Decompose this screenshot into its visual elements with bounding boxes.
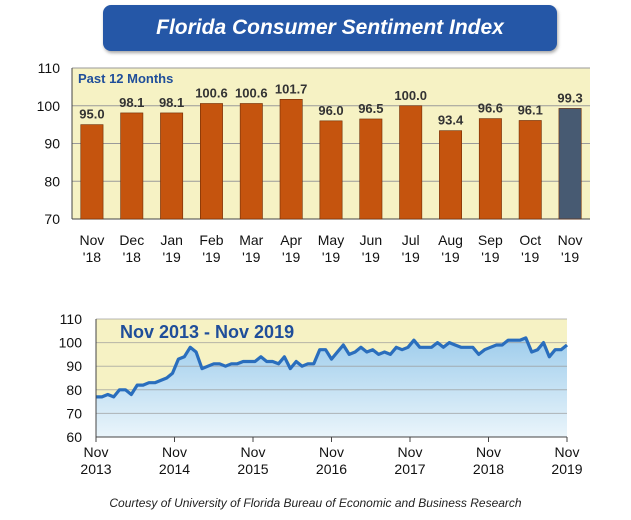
x-tick-label: '19 (362, 249, 380, 265)
data-label: 96.5 (358, 101, 383, 116)
area-chart: 60708090100110Nov2013Nov2014Nov2015Nov20… (59, 311, 583, 477)
y-tick-label: 70 (44, 211, 60, 227)
bar (80, 124, 104, 220)
x-tick-label: '19 (282, 249, 300, 265)
x-tick-label: 2019 (551, 461, 582, 477)
x-tick-label: Jan (160, 232, 183, 248)
x-tick-label: '19 (561, 249, 579, 265)
data-label: 99.3 (557, 90, 582, 105)
x-tick-label: Nov (162, 444, 187, 460)
bar (439, 130, 462, 220)
chart-annotation: Nov 2013 - Nov 2019 (120, 322, 294, 342)
x-tick-label: Sep (478, 232, 503, 248)
x-tick-label: 2016 (316, 461, 347, 477)
y-tick-label: 60 (66, 429, 82, 445)
y-tick-label: 110 (38, 60, 61, 76)
bar (359, 118, 383, 220)
x-tick-label: '19 (162, 249, 180, 265)
x-tick-label: Nov (241, 444, 266, 460)
x-tick-label: Nov (476, 444, 501, 460)
x-tick-label: Nov (84, 444, 109, 460)
x-tick-label: '18 (123, 249, 141, 265)
x-tick-label: 2013 (80, 461, 111, 477)
data-label: 95.0 (79, 107, 104, 122)
bar (319, 120, 343, 220)
x-tick-label: Jun (360, 232, 383, 248)
x-tick-label: Aug (438, 232, 463, 248)
x-tick-label: Dec (119, 232, 144, 248)
bar (160, 112, 184, 220)
y-tick-label: 90 (66, 358, 82, 374)
chart-annotation: Past 12 Months (78, 71, 173, 86)
bar (558, 108, 582, 220)
data-label: 100.6 (235, 85, 268, 100)
data-label: 98.1 (159, 95, 184, 110)
y-tick-label: 100 (37, 98, 61, 114)
data-label: 96.1 (518, 102, 543, 117)
x-tick-label: 2018 (473, 461, 504, 477)
bar (239, 103, 263, 220)
bar (120, 112, 144, 220)
x-tick-label: Nov (79, 232, 104, 248)
x-tick-label: '19 (441, 249, 459, 265)
y-tick-label: 110 (60, 311, 83, 327)
x-tick-label: Nov (555, 444, 580, 460)
bar (279, 99, 303, 220)
x-tick-label: '18 (83, 249, 101, 265)
x-tick-label: '19 (322, 249, 340, 265)
bar (518, 120, 542, 220)
data-label: 100.6 (195, 85, 228, 100)
y-tick-label: 70 (66, 405, 82, 421)
bar (478, 118, 502, 220)
x-tick-label: 2015 (237, 461, 268, 477)
x-tick-label: Jul (402, 232, 420, 248)
bar (399, 105, 423, 220)
bar-chart: 70809010011095.0Nov'1898.1Dec'1898.1Jan'… (37, 60, 590, 265)
x-tick-label: Apr (280, 232, 302, 248)
x-tick-label: '19 (481, 249, 499, 265)
x-tick-label: 2017 (394, 461, 425, 477)
y-tick-label: 100 (59, 335, 83, 351)
series-line (96, 336, 568, 399)
x-tick-label: Feb (199, 232, 223, 248)
x-tick-label: '19 (402, 249, 420, 265)
area-fill (96, 337, 567, 437)
data-label: 93.4 (438, 113, 464, 128)
y-tick-label: 80 (44, 173, 60, 189)
x-tick-label: '19 (521, 249, 539, 265)
source-footer: Courtesy of University of Florida Bureau… (109, 496, 522, 510)
x-tick-label: Mar (239, 232, 263, 248)
x-tick-label: '19 (242, 249, 260, 265)
x-tick-label: 2014 (159, 461, 190, 477)
x-tick-label: Nov (319, 444, 344, 460)
y-tick-label: 90 (44, 136, 60, 152)
x-tick-label: Nov (558, 232, 583, 248)
x-tick-label: May (318, 232, 344, 248)
data-label: 98.1 (119, 95, 144, 110)
bar (200, 103, 223, 220)
data-label: 100.0 (394, 88, 427, 103)
data-label: 101.7 (275, 81, 308, 96)
y-tick-label: 80 (66, 382, 82, 398)
data-label: 96.6 (478, 101, 503, 116)
x-tick-label: Nov (398, 444, 423, 460)
x-tick-label: Oct (519, 232, 541, 248)
x-tick-label: '19 (202, 249, 220, 265)
chart-title: Florida Consumer Sentiment Index (103, 5, 557, 51)
data-label: 96.0 (318, 103, 343, 118)
